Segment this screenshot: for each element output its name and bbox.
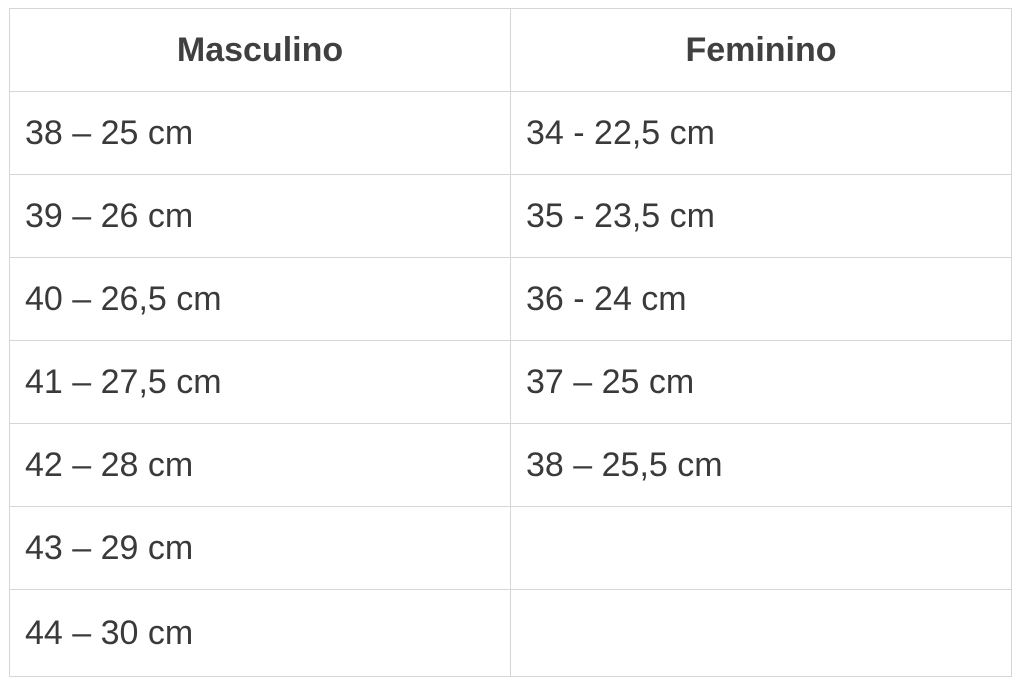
masculino-cell: 38 – 25 cm bbox=[9, 91, 511, 175]
header-masculino: Masculino bbox=[9, 8, 511, 92]
masculino-cell: 42 – 28 cm bbox=[9, 423, 511, 507]
masculino-cell: 44 – 30 cm bbox=[9, 589, 511, 677]
table-row: 41 – 27,5 cm 37 – 25 cm bbox=[9, 340, 1012, 424]
masculino-cell: 41 – 27,5 cm bbox=[9, 340, 511, 424]
table-row: 43 – 29 cm bbox=[9, 506, 1012, 590]
feminino-cell bbox=[510, 506, 1012, 590]
masculino-cell: 40 – 26,5 cm bbox=[9, 257, 511, 341]
header-feminino: Feminino bbox=[510, 8, 1012, 92]
size-chart-table: Masculino Feminino 38 – 25 cm 34 - 22,5 c… bbox=[9, 8, 1012, 677]
feminino-cell: 36 - 24 cm bbox=[510, 257, 1012, 341]
header-row: Masculino Feminino bbox=[9, 8, 1012, 92]
feminino-cell: 37 – 25 cm bbox=[510, 340, 1012, 424]
table-row: 39 – 26 cm 35 - 23,5 cm bbox=[9, 174, 1012, 258]
masculino-cell: 39 – 26 cm bbox=[9, 174, 511, 258]
feminino-cell: 38 – 25,5 cm bbox=[510, 423, 1012, 507]
table-row: 42 – 28 cm 38 – 25,5 cm bbox=[9, 423, 1012, 507]
table-row: 40 – 26,5 cm 36 - 24 cm bbox=[9, 257, 1012, 341]
table-row: 38 – 25 cm 34 - 22,5 cm bbox=[9, 91, 1012, 175]
feminino-cell: 35 - 23,5 cm bbox=[510, 174, 1012, 258]
feminino-cell: 34 - 22,5 cm bbox=[510, 91, 1012, 175]
table-row: 44 – 30 cm bbox=[9, 589, 1012, 677]
feminino-cell bbox=[510, 589, 1012, 677]
masculino-cell: 43 – 29 cm bbox=[9, 506, 511, 590]
